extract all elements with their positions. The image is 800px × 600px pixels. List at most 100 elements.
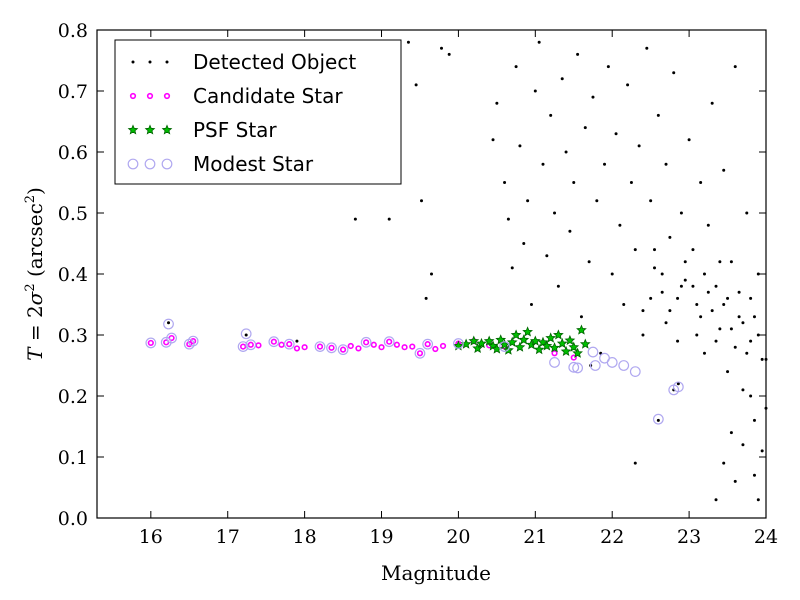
legend-marker	[127, 158, 139, 170]
series-group	[145, 318, 684, 425]
detected-object-point	[679, 211, 683, 215]
psf-star-point	[564, 334, 576, 346]
y-tick-label: 0.5	[58, 203, 88, 225]
legend-item: Modest Star	[127, 152, 314, 176]
modest-star-point	[568, 361, 580, 373]
modest-star-point	[572, 362, 584, 374]
psf-star-point	[556, 337, 568, 349]
detected-object-point	[722, 461, 726, 465]
y-tick-label: 0.1	[58, 447, 88, 469]
x-tick-label: 20	[446, 526, 470, 548]
y-title-superscript: 2	[23, 195, 38, 203]
detected-object-point	[733, 65, 737, 69]
modest-star-point	[453, 338, 464, 349]
detected-object-point	[653, 266, 656, 270]
detected-object-point	[706, 290, 710, 294]
x-tick-label: 23	[677, 526, 701, 548]
legend-marker	[148, 60, 152, 64]
detected-object-point	[541, 162, 545, 166]
modest-star-point	[629, 366, 641, 378]
modest-star-point	[499, 341, 510, 352]
detected-object-point	[722, 168, 726, 172]
candidate-star-point	[255, 342, 262, 349]
detected-object-point	[424, 296, 428, 300]
detected-object-point	[691, 248, 695, 252]
modest-star-point	[237, 341, 249, 352]
detected-object-point	[626, 83, 630, 87]
detected-object-point	[729, 260, 733, 264]
modest-star-point	[314, 341, 326, 352]
x-tick-label: 21	[523, 526, 547, 548]
detected-object-point	[414, 83, 418, 87]
candidate-star-point	[432, 345, 439, 353]
candidate-star-point	[551, 350, 558, 357]
legend-marker	[165, 60, 169, 64]
detected-object-point	[614, 132, 618, 136]
detected-object-point	[387, 217, 391, 221]
modest-star-point	[245, 339, 257, 351]
detected-object-point	[529, 303, 533, 306]
candidate-star-point	[293, 345, 301, 352]
detected-object-point	[718, 327, 722, 331]
legend-item: Detected Object	[131, 50, 356, 74]
detected-object-point	[668, 309, 672, 313]
detected-object-point	[729, 431, 733, 435]
psf-star-point	[560, 345, 572, 357]
modest-star-point	[166, 332, 177, 344]
detected-object-point	[702, 272, 706, 276]
detected-object-point	[533, 89, 537, 93]
legend-item: Candidate Star	[129, 84, 343, 108]
modest-star-point	[283, 338, 295, 350]
legend-marker	[163, 92, 171, 100]
detected-object-point	[714, 284, 718, 288]
x-tick-label: 24	[754, 526, 778, 548]
candidate-star-point	[386, 338, 393, 345]
psf-star-point	[522, 326, 533, 337]
candidate-star-point	[401, 344, 408, 351]
detected-object-point	[645, 46, 649, 50]
legend-marker	[127, 124, 139, 135]
detected-object-point	[503, 181, 507, 184]
detected-object-point	[514, 65, 518, 69]
detected-object-point	[641, 333, 645, 337]
detected-object-point	[556, 284, 560, 288]
detected-object-point	[295, 339, 299, 343]
detected-object-point	[537, 40, 541, 44]
detected-object-point	[583, 126, 587, 130]
detected-object-point	[606, 65, 610, 69]
modest-star-point	[606, 357, 618, 368]
detected-object-point	[745, 351, 749, 355]
detected-object-point	[491, 138, 495, 142]
y-tick-label: 0.6	[58, 142, 88, 164]
detected-object-point	[568, 229, 572, 233]
y-title-part: (arcsec	[23, 203, 47, 283]
candidate-star-point	[439, 342, 447, 350]
y-tick-label: 0.7	[58, 81, 88, 103]
candidate-star-point	[355, 345, 362, 352]
legend-marker	[161, 124, 173, 135]
detected-object-point	[726, 370, 730, 374]
detected-object-point	[714, 498, 718, 502]
detected-object-point	[729, 327, 733, 331]
candidate-star-point	[416, 350, 424, 357]
detected-object-point	[702, 351, 706, 355]
detected-object-point	[622, 303, 626, 306]
legend-label: Modest Star	[193, 152, 314, 176]
detected-object-point	[741, 321, 745, 325]
detected-object-point	[420, 199, 424, 203]
legend-marker	[161, 158, 173, 170]
detected-object-point	[447, 52, 451, 56]
detected-object-point	[610, 272, 614, 276]
detected-object-point	[687, 138, 691, 142]
candidate-star-point	[424, 341, 431, 348]
detected-object-point	[579, 315, 583, 319]
detected-object-point	[749, 296, 753, 300]
psf-star-point	[576, 324, 587, 335]
candidate-star-point	[147, 339, 154, 347]
modest-star-point	[337, 344, 349, 356]
detected-object-point	[733, 479, 737, 483]
candidate-star-point	[278, 341, 285, 348]
detected-object-point	[699, 181, 703, 184]
modest-star-point	[187, 335, 199, 347]
